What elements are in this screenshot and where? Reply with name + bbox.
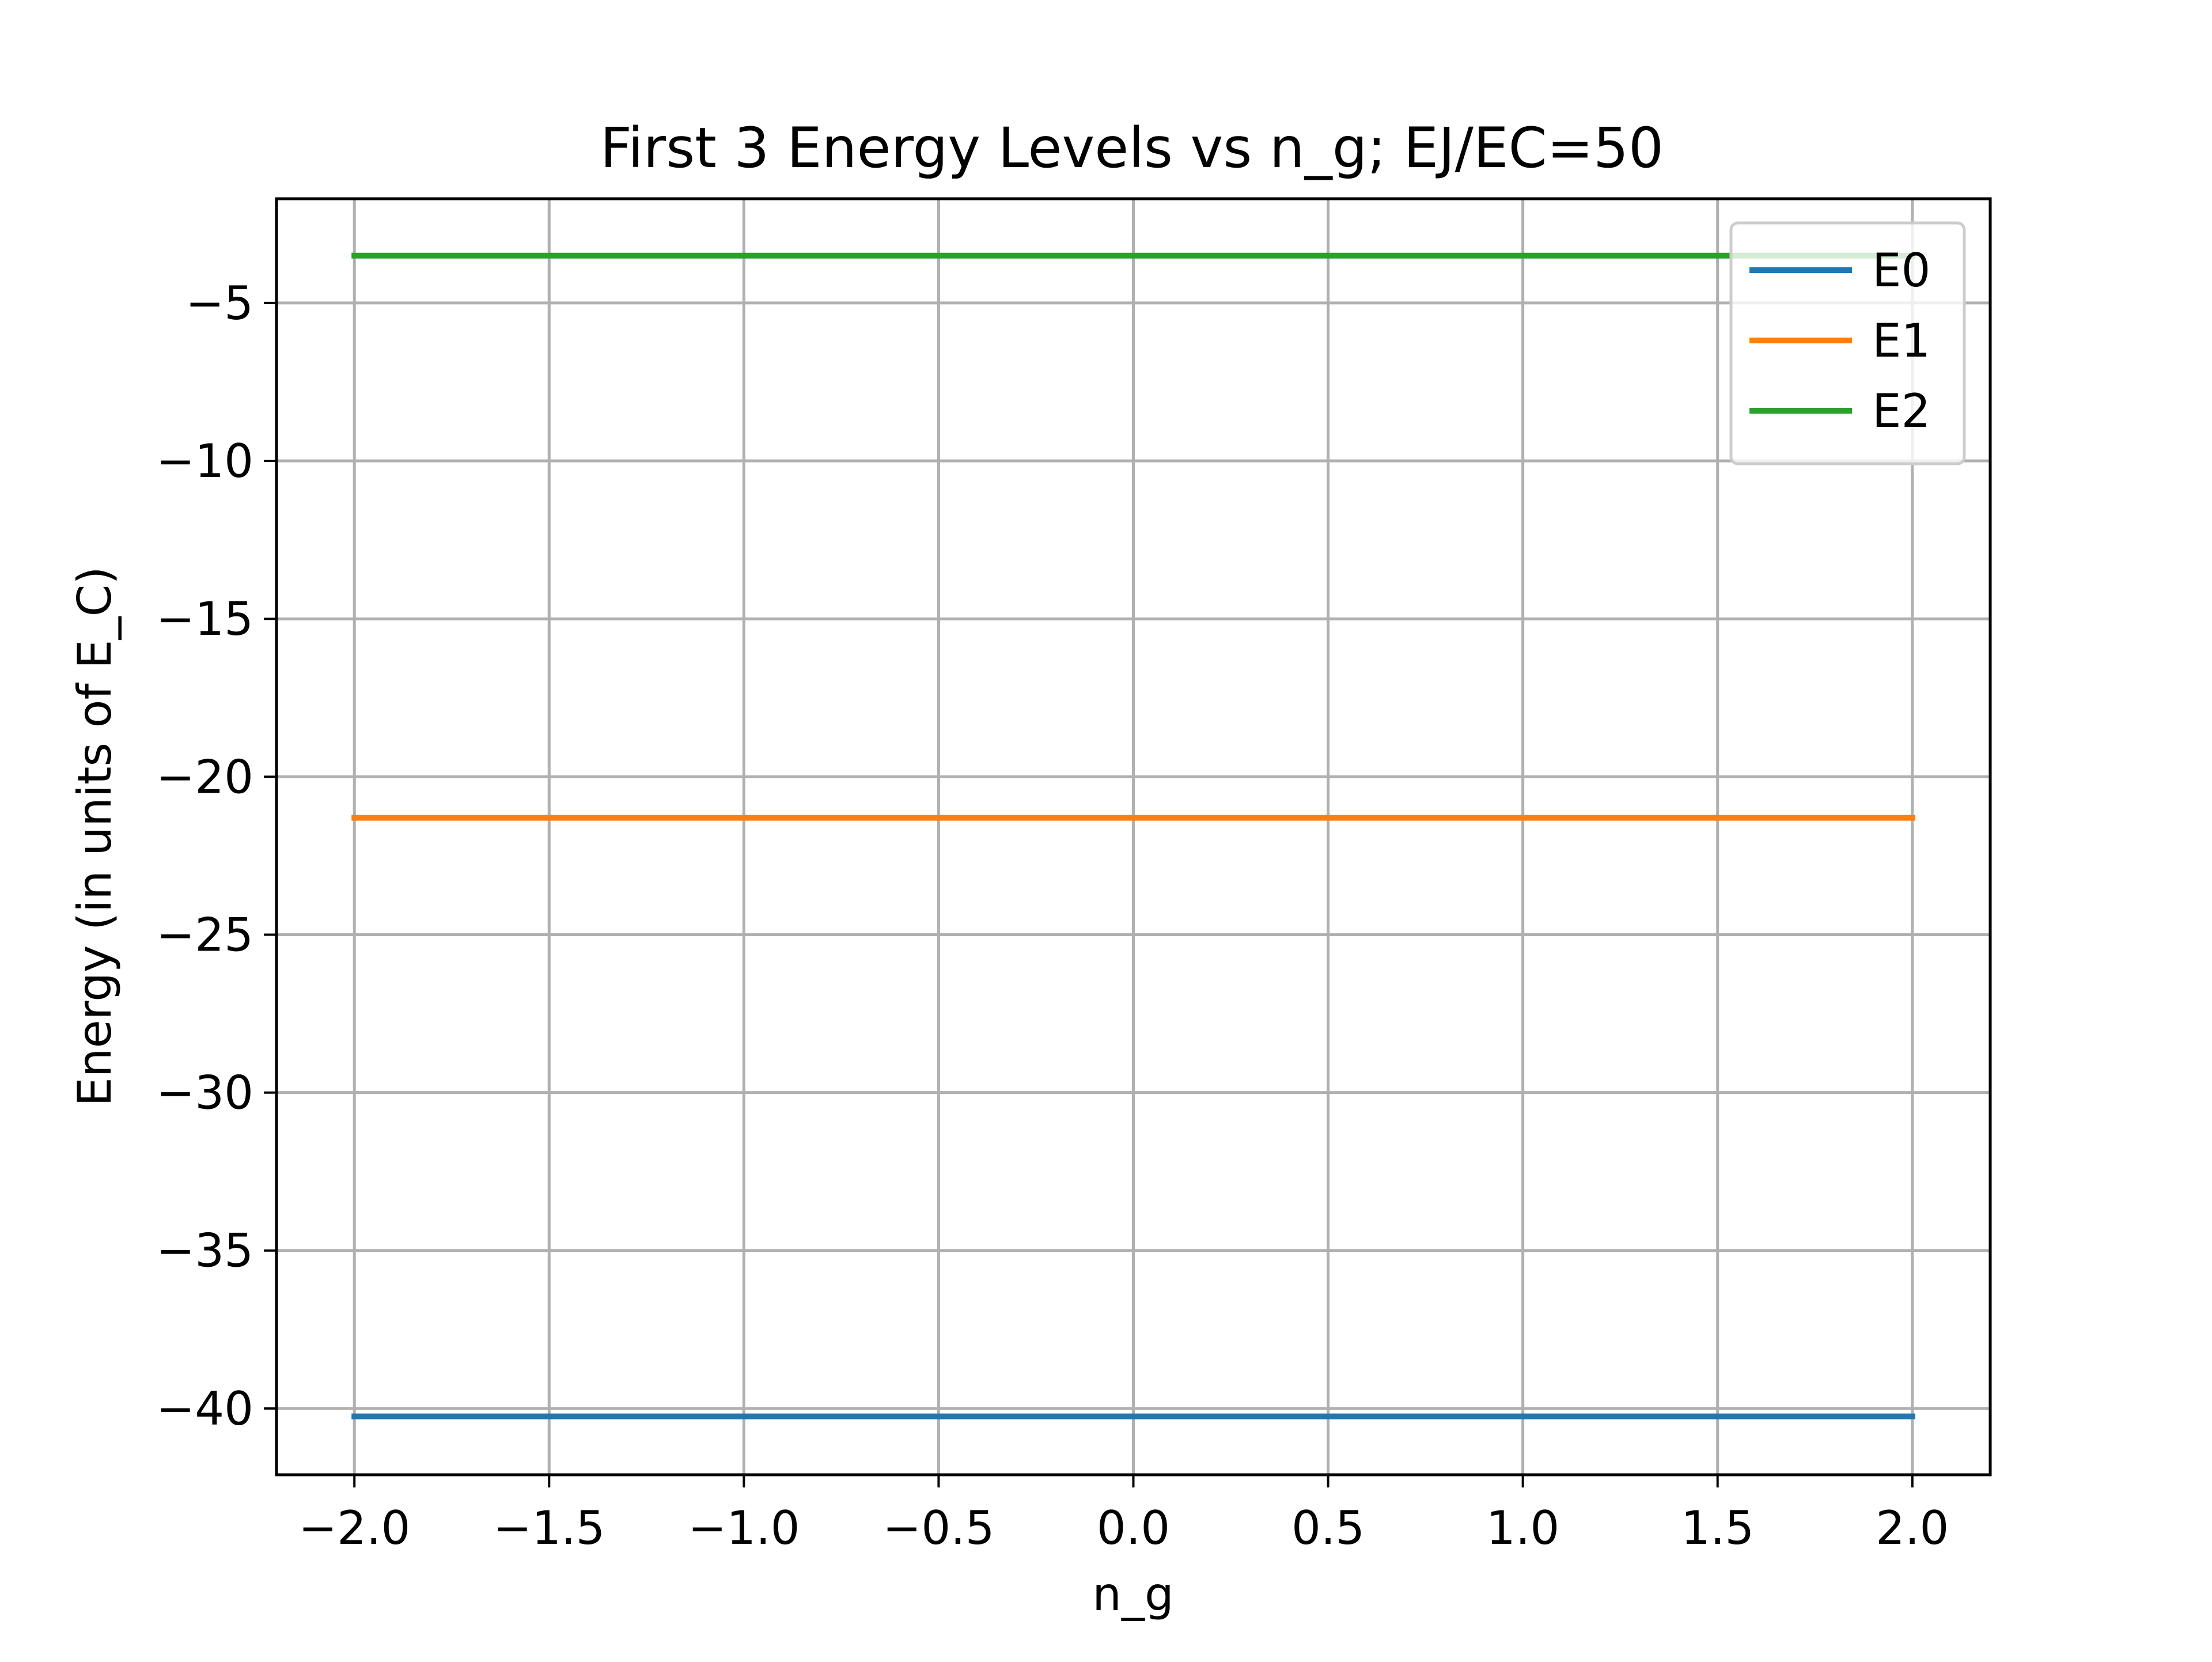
y-axis-label: Energy (in units of E_C) xyxy=(68,566,122,1106)
y-tick-label: −10 xyxy=(156,434,253,488)
chart-title: First 3 Energy Levels vs n_g; EJ/EC=50 xyxy=(600,116,1664,180)
x-tick-label: −1.5 xyxy=(493,1501,605,1555)
x-tick-label: 1.5 xyxy=(1681,1501,1754,1555)
y-tick-label: −40 xyxy=(156,1382,253,1436)
legend-label-e2: E2 xyxy=(1872,384,1930,438)
x-tick-label: 0.0 xyxy=(1097,1501,1170,1555)
legend-label-e1: E1 xyxy=(1872,314,1930,368)
x-tick-label: 1.0 xyxy=(1486,1501,1559,1555)
legend: E0 E1 E2 xyxy=(1729,221,1966,465)
x-tick-label: 2.0 xyxy=(1876,1501,1949,1555)
x-tick-label: −1.0 xyxy=(688,1501,800,1555)
legend-label-e0: E0 xyxy=(1872,244,1930,297)
y-tick-label: −30 xyxy=(156,1066,253,1120)
x-axis-ticks: −2.0 −1.5 −1.0 −0.5 0.0 0.5 1.0 1.5 2.0 xyxy=(298,1475,1949,1555)
y-tick-label: −20 xyxy=(156,750,253,804)
y-tick-label: −25 xyxy=(156,908,253,961)
x-tick-label: −0.5 xyxy=(882,1501,994,1555)
y-tick-label: −15 xyxy=(156,592,253,646)
x-tick-label: 0.5 xyxy=(1291,1501,1365,1555)
y-tick-label: −35 xyxy=(156,1224,253,1278)
x-axis-label: n_g xyxy=(1092,1568,1173,1621)
series-lines xyxy=(351,252,1915,1419)
x-tick-label: −2.0 xyxy=(298,1501,410,1555)
y-tick-label: −5 xyxy=(185,277,253,330)
y-axis-ticks: −5 −10 −15 −20 −25 −30 −35 −40 xyxy=(156,277,276,1436)
